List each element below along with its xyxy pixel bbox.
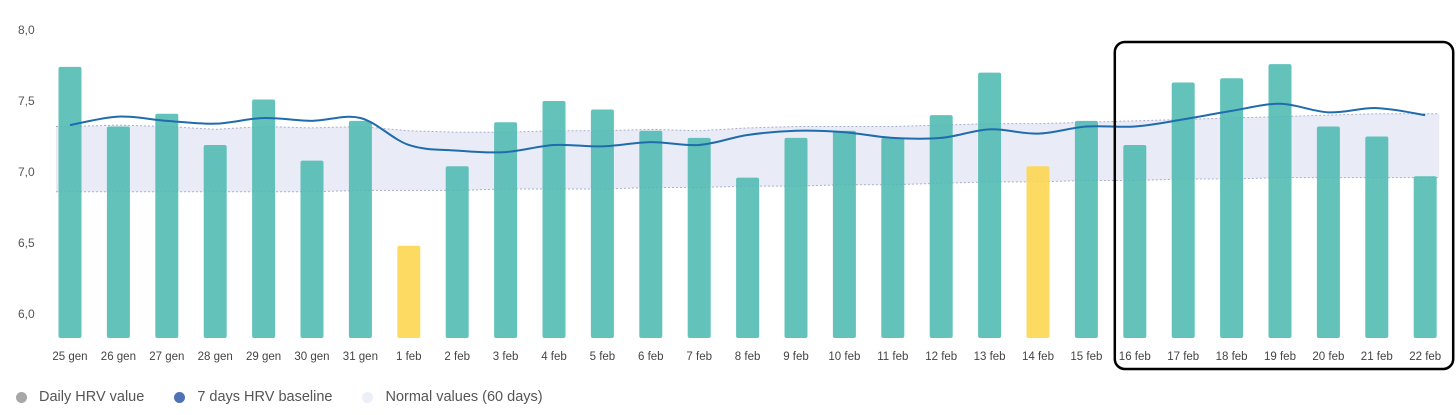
legend-label-daily: Daily HRV value <box>39 389 145 405</box>
bar-30-gen[interactable] <box>300 160 324 338</box>
x-tick-label: 9 feb <box>783 351 809 363</box>
bar-22-feb[interactable] <box>1413 176 1437 338</box>
x-tick-label: 16 feb <box>1119 351 1151 363</box>
hrv-chart: 6,0 6,5 7,0 7,5 8,0 25 gen 26 gen 27 gen 28 gen… <box>18 23 1455 371</box>
highlight-box-layer <box>1113 40 1455 371</box>
legend-dot-normal <box>362 391 374 403</box>
x-tick-label: 4 feb <box>541 351 567 363</box>
bar-11-feb[interactable] <box>881 137 905 338</box>
bar-6-feb[interactable] <box>639 130 663 338</box>
bar-21-feb[interactable] <box>1365 136 1389 338</box>
bar-5-feb[interactable] <box>590 109 614 338</box>
legend-dot-baseline <box>174 391 186 403</box>
bar-16-feb[interactable] <box>1123 144 1147 338</box>
x-tick-label: 17 feb <box>1167 351 1199 363</box>
x-tick-label: 31 gen <box>343 351 378 363</box>
bar-25-gen[interactable] <box>58 66 82 338</box>
x-tick-label: 21 feb <box>1361 351 1393 363</box>
legend-label-normal: Normal values (60 days) <box>385 389 543 405</box>
bar-10-feb[interactable] <box>832 130 856 338</box>
bar-1-feb[interactable] <box>397 245 421 338</box>
x-tick-label: 3 feb <box>493 351 519 363</box>
bar-4-feb[interactable] <box>542 100 566 338</box>
highlight-box <box>1113 40 1455 371</box>
x-tick-label: 22 feb <box>1409 351 1441 363</box>
x-axis: 25 gen 26 gen 27 gen 28 gen 29 gen 30 gen 31 g… <box>52 351 1441 363</box>
bars-layer <box>58 64 1437 339</box>
bar-20-feb[interactable] <box>1316 126 1340 338</box>
x-tick-label: 26 gen <box>101 351 136 363</box>
legend: Daily HRV value 7 days HRV baseline Norm… <box>16 389 573 405</box>
bar-14-feb[interactable] <box>1026 166 1050 338</box>
bar-26-gen[interactable] <box>106 126 130 338</box>
y-tick-label: 8,0 <box>18 23 35 37</box>
legend-item-normal[interactable]: Normal values (60 days) <box>362 389 543 405</box>
bar-17-feb[interactable] <box>1171 82 1195 338</box>
bar-27-gen[interactable] <box>155 113 179 338</box>
legend-dot-daily <box>16 391 27 403</box>
bar-9-feb[interactable] <box>784 137 808 338</box>
x-tick-label: 6 feb <box>638 351 664 363</box>
legend-label-baseline: 7 days HRV baseline <box>197 389 333 405</box>
bar-15-feb[interactable] <box>1074 120 1098 338</box>
x-tick-label: 10 feb <box>828 351 860 363</box>
x-tick-label: 20 feb <box>1312 351 1344 363</box>
x-tick-label: 5 feb <box>590 351 616 363</box>
x-tick-label: 30 gen <box>294 351 329 363</box>
x-tick-label: 12 feb <box>925 351 957 363</box>
x-tick-label: 15 feb <box>1070 351 1102 363</box>
legend-item-daily[interactable]: Daily HRV value <box>16 389 144 405</box>
bar-12-feb[interactable] <box>929 115 953 339</box>
x-tick-label: 2 feb <box>444 351 470 363</box>
x-tick-label: 19 feb <box>1264 351 1296 363</box>
x-tick-label: 29 gen <box>246 351 281 363</box>
x-tick-label: 13 feb <box>974 351 1006 363</box>
bar-31-gen[interactable] <box>348 120 372 338</box>
baseline-line-layer <box>69 102 1426 154</box>
bar-28-gen[interactable] <box>203 144 227 338</box>
y-tick-label: 6,0 <box>18 307 35 321</box>
x-tick-label: 25 gen <box>52 351 87 363</box>
baseline-line <box>69 102 1426 154</box>
x-tick-label: 7 feb <box>686 351 712 363</box>
bar-18-feb[interactable] <box>1220 78 1244 339</box>
bar-7-feb[interactable] <box>687 137 711 338</box>
y-tick-label: 7,0 <box>18 165 35 179</box>
y-tick-label: 7,5 <box>18 94 35 108</box>
x-tick-label: 8 feb <box>735 351 761 363</box>
bar-2-feb[interactable] <box>445 166 469 338</box>
x-tick-label: 18 feb <box>1216 351 1248 363</box>
bar-29-gen[interactable] <box>252 99 276 338</box>
x-tick-label: 27 gen <box>149 351 184 363</box>
bar-8-feb[interactable] <box>736 177 760 338</box>
bar-13-feb[interactable] <box>978 72 1002 339</box>
y-tick-label: 6,5 <box>18 236 35 250</box>
x-tick-label: 1 feb <box>396 351 422 363</box>
y-axis: 6,0 6,5 7,0 7,5 8,0 <box>18 23 35 321</box>
bar-19-feb[interactable] <box>1268 64 1292 338</box>
x-tick-label: 14 feb <box>1022 351 1054 363</box>
x-tick-label: 28 gen <box>198 351 233 363</box>
x-tick-label: 11 feb <box>877 351 908 363</box>
legend-item-baseline[interactable]: 7 days HRV baseline <box>174 389 332 405</box>
bar-3-feb[interactable] <box>494 122 518 339</box>
